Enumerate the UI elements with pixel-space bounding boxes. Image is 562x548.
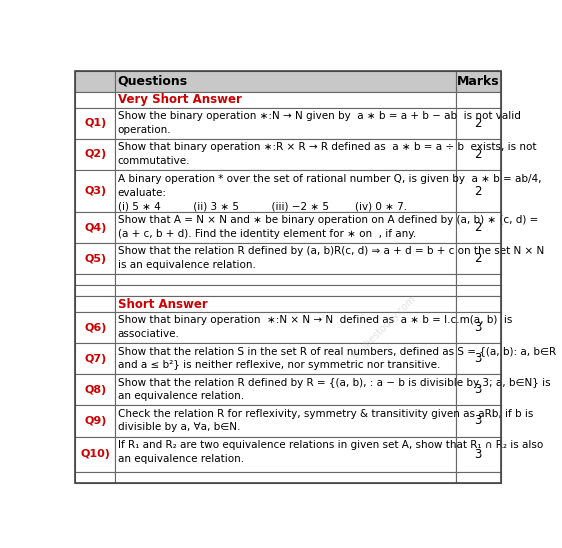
Bar	[115, 139, 456, 170]
Bar	[115, 92, 456, 108]
Bar	[456, 406, 501, 437]
Bar	[75, 275, 115, 285]
Bar	[75, 296, 115, 312]
Bar	[115, 344, 456, 374]
Text: A binary operation * over the set of rational number Q, is given by  a ∗ b = ab/: A binary operation * over the set of rat…	[117, 174, 541, 212]
Bar	[115, 296, 456, 312]
Bar	[456, 139, 501, 170]
Text: 2: 2	[474, 252, 482, 265]
Text: Show the binary operation ∗:N → N given by  a ∗ b = a + b − ab  is not valid
ope: Show the binary operation ∗:N → N given …	[117, 111, 520, 135]
Text: Q10): Q10)	[80, 449, 110, 459]
Bar	[75, 170, 115, 212]
Text: Q3): Q3)	[84, 186, 106, 196]
Text: Questions: Questions	[117, 75, 188, 88]
Text: Check the relation R for reflexivity, symmetry & transitivity given as aRb, if b: Check the relation R for reflexivity, sy…	[117, 409, 533, 432]
Text: Q6): Q6)	[84, 323, 106, 333]
Text: Q4): Q4)	[84, 223, 106, 233]
Text: Q2): Q2)	[84, 150, 106, 159]
Bar	[115, 212, 456, 243]
Text: Show that binary operation ∗:R × R → R defined as  a ∗ b = a ÷ b  exists, is not: Show that binary operation ∗:R × R → R d…	[117, 142, 536, 165]
Bar	[456, 344, 501, 374]
Text: Q5): Q5)	[84, 254, 106, 264]
Bar	[75, 71, 115, 92]
Text: Very Short Answer: Very Short Answer	[117, 93, 242, 106]
Bar	[456, 243, 501, 275]
Text: 3: 3	[474, 384, 482, 396]
Text: 3: 3	[474, 448, 482, 461]
Bar	[456, 92, 501, 108]
Bar	[75, 472, 115, 483]
Text: Show that binary operation  ∗:N × N → N  defined as  a ∗ b = l.c.m(a, b)  is
ass: Show that binary operation ∗:N × N → N d…	[117, 316, 512, 339]
Bar	[75, 344, 115, 374]
Bar	[456, 275, 501, 285]
Bar	[115, 275, 456, 285]
Bar	[115, 437, 456, 472]
Text: Marks: Marks	[457, 75, 500, 88]
Text: If R₁ and R₂ are two equivalence relations in given set A, show that R₁ ∩ R₂ is : If R₁ and R₂ are two equivalence relatio…	[117, 440, 543, 464]
Text: Show that A = N × N and ∗ be binary operation on A defined by (a, b) ∗ (c, d) =
: Show that A = N × N and ∗ be binary oper…	[117, 215, 538, 239]
Text: Q8): Q8)	[84, 385, 106, 395]
Text: 3: 3	[474, 352, 482, 366]
Bar	[115, 312, 456, 344]
Bar	[456, 212, 501, 243]
Bar	[456, 374, 501, 406]
Bar	[456, 170, 501, 212]
Bar	[456, 296, 501, 312]
Text: Show that the relation R defined by R = {(a, b), : a − b is divisible by 3; a, b: Show that the relation R defined by R = …	[117, 378, 550, 401]
Text: Show that the relation S in the set R of real numbers, defined as S = {(a, b): a: Show that the relation S in the set R of…	[117, 346, 556, 370]
Bar	[75, 374, 115, 406]
Bar	[75, 139, 115, 170]
Bar	[456, 285, 501, 296]
Bar	[115, 170, 456, 212]
Text: Q1): Q1)	[84, 118, 106, 128]
Bar	[75, 212, 115, 243]
Bar	[115, 406, 456, 437]
Bar	[115, 108, 456, 139]
Text: Short Answer: Short Answer	[117, 298, 207, 311]
Bar	[456, 108, 501, 139]
Bar	[115, 374, 456, 406]
Bar	[75, 406, 115, 437]
Text: Show that the relation R defined by (a, b)R(c, d) ⇒ a + d = b + c on the set N ×: Show that the relation R defined by (a, …	[117, 247, 544, 270]
Text: 3: 3	[474, 414, 482, 427]
Bar	[115, 285, 456, 296]
Text: 2: 2	[474, 185, 482, 198]
Bar	[75, 437, 115, 472]
Bar	[75, 312, 115, 344]
Text: Q7): Q7)	[84, 354, 106, 364]
Bar	[75, 243, 115, 275]
Bar	[115, 472, 456, 483]
Text: studiestoday.com: studiestoday.com	[350, 294, 418, 361]
Text: 2: 2	[474, 221, 482, 235]
Bar	[115, 243, 456, 275]
Bar	[456, 472, 501, 483]
Bar	[115, 71, 456, 92]
Text: 2: 2	[474, 148, 482, 161]
Text: 3: 3	[474, 321, 482, 334]
Bar	[75, 92, 115, 108]
Bar	[456, 312, 501, 344]
Bar	[456, 71, 501, 92]
Bar	[456, 437, 501, 472]
Text: Q9): Q9)	[84, 416, 106, 426]
Bar	[75, 285, 115, 296]
Bar	[75, 108, 115, 139]
Text: 2: 2	[474, 117, 482, 130]
